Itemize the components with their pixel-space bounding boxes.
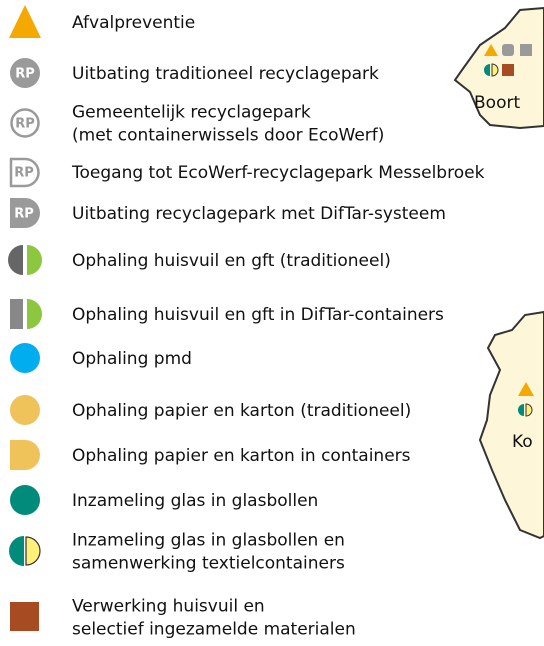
legend-label: Gemeentelijk recyclagepark — [72, 103, 311, 123]
map-icon — [502, 64, 514, 76]
map-label: Ko — [512, 432, 533, 452]
icon-textile — [25, 536, 41, 566]
icon-rp-text: RP — [15, 67, 35, 82]
icon-processing — [10, 602, 39, 631]
icon-half — [8, 245, 23, 275]
legend-label: selectief ingezamelde materialen — [72, 620, 356, 640]
map-icon — [520, 44, 532, 56]
icon-rp — [10, 108, 40, 138]
legend-label: Ophaling papier en karton (traditioneel) — [72, 401, 411, 421]
legend-label: Ophaling pmd — [72, 349, 192, 369]
map-icon — [484, 44, 498, 56]
legend-icons: RP RP RP RP — [8, 5, 42, 631]
map-label: Boort — [474, 93, 520, 113]
map-icon — [518, 382, 534, 396]
legend-label: samenwerking textielcontainers — [72, 554, 345, 574]
icon-glass — [10, 485, 40, 515]
icon-prevention — [9, 5, 41, 38]
legend-label: Ophaling papier en karton in containers — [72, 446, 411, 466]
icon-pmd — [10, 343, 40, 373]
legend-label: Ophaling huisvuil en gft in DifTar-conta… — [72, 305, 444, 325]
icon-rp — [10, 58, 40, 88]
icon-rp — [9, 157, 40, 188]
icon-half — [27, 245, 42, 275]
region-top — [453, 6, 544, 130]
icon-paper-container — [10, 440, 40, 470]
legend-label: Afvalpreventie — [72, 13, 195, 33]
legend-label: Ophaling huisvuil en gft (traditioneel) — [72, 251, 391, 271]
legend-label: Verwerking huisvuil en — [72, 597, 265, 617]
map-area: Boort Ko — [453, 6, 544, 540]
map-icon — [518, 404, 524, 416]
legend-label: Toegang tot EcoWerf-recyclagepark Messel… — [71, 163, 485, 183]
icon-glass — [9, 536, 24, 566]
icon-rp-text: RP — [15, 117, 35, 132]
map-icon — [525, 403, 533, 417]
legend-label: Inzameling glas in glasbollen — [72, 491, 318, 511]
legend-label: (met containerwissels door EcoWerf) — [72, 126, 384, 146]
icon-rp-text: RP — [14, 166, 34, 181]
legend-label: Uitbating recyclagepark met DifTar-syste… — [72, 204, 446, 224]
icon-rp — [10, 198, 40, 228]
legend-label: Uitbating traditioneel recyclagepark — [72, 64, 379, 84]
icon-half — [10, 299, 23, 329]
icon-half — [27, 299, 42, 329]
legend-labels: Afvalpreventie Uitbating traditioneel rec… — [71, 13, 485, 640]
legend-label: Inzameling glas in glasbollen en — [72, 531, 345, 551]
icon-paper — [10, 395, 40, 425]
map-icon — [484, 64, 490, 76]
region-bottom — [478, 310, 544, 540]
map-icon — [502, 44, 514, 56]
map-icon — [491, 63, 499, 77]
icon-rp-text: RP — [14, 207, 34, 222]
